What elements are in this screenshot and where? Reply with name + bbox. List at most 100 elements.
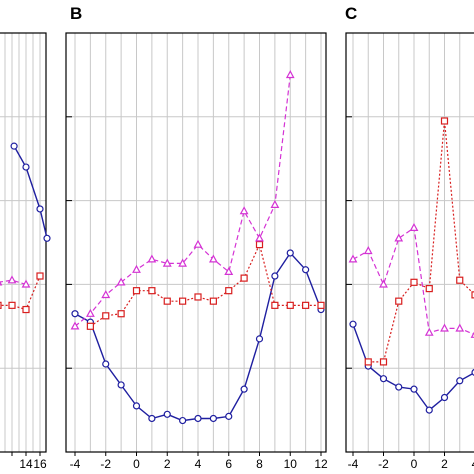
c-blue-point <box>440 393 449 402</box>
b-x-tick-label: 2 <box>164 457 171 471</box>
c-magenta-point <box>409 222 419 231</box>
b-red-point <box>86 322 94 330</box>
b-red-point <box>255 240 264 249</box>
b-red-point <box>271 301 279 309</box>
panel-b-plot: -4 -2 0 2 4 6 8 10 12 <box>65 32 328 471</box>
c-red-point <box>364 358 372 366</box>
b-blue-point <box>302 266 310 274</box>
c-blue-point <box>456 377 464 385</box>
b-magenta-point <box>208 254 218 263</box>
b-blue-point <box>225 412 233 420</box>
b-axes-frame <box>65 32 327 453</box>
c-series-magenta-line <box>352 226 474 335</box>
b-magenta-point <box>178 258 188 267</box>
a-red-point <box>0 301 2 309</box>
b-blue-point <box>117 381 125 389</box>
a-magenta-point <box>0 281 3 286</box>
c-red-point <box>456 276 464 284</box>
c-blue-point <box>425 406 433 414</box>
c-series-red-line <box>368 120 474 363</box>
b-red-point <box>302 301 310 309</box>
b-magenta-point <box>193 239 203 248</box>
b-blue-point <box>179 416 187 425</box>
c-axes-frame <box>345 32 474 453</box>
c-x-tick-label: 0 <box>411 457 418 471</box>
c-x-tick-label: 4 <box>472 457 474 471</box>
a-red-point <box>36 272 44 280</box>
b-magenta-point <box>85 308 95 317</box>
a-blue-point <box>22 163 30 171</box>
b-magenta-point <box>285 70 295 79</box>
b-x-tick-label: 4 <box>195 457 202 471</box>
a-magenta-point <box>7 275 17 284</box>
c-magenta-point <box>394 233 404 242</box>
b-red-point <box>286 301 294 309</box>
b-red-point <box>194 293 202 301</box>
c-series-blue-line <box>352 323 474 412</box>
c-red-point <box>425 284 433 293</box>
b-red-point <box>132 287 141 295</box>
b-magenta-point <box>116 277 126 286</box>
b-magenta-point <box>162 258 172 267</box>
b-magenta-point <box>147 254 157 263</box>
b-red-point <box>117 310 125 318</box>
b-magenta-point <box>239 206 249 215</box>
b-red-point <box>209 297 217 305</box>
a-series-blue-line <box>13 145 48 239</box>
b-red-point <box>163 297 171 305</box>
b-blue-point <box>271 272 279 280</box>
c-magenta-point <box>440 323 449 332</box>
b-x-tick-label: 0 <box>133 457 140 471</box>
c-red-point <box>410 278 418 286</box>
c-magenta-point <box>455 323 465 332</box>
a-red-point <box>8 301 16 309</box>
c-x-tick-label: -2 <box>378 457 389 471</box>
b-series-red-line <box>90 242 321 327</box>
a-series-magenta-line <box>0 279 27 285</box>
b-magenta-point <box>270 199 280 208</box>
a-magenta-point <box>21 279 31 288</box>
a-x-tick-label: 14 <box>19 457 33 471</box>
b-blue-point <box>255 335 264 343</box>
c-blue-point <box>395 383 403 391</box>
b-magenta-point <box>132 264 141 273</box>
b-blue-point <box>286 249 294 257</box>
b-blue-point <box>194 414 202 423</box>
b-blue-point <box>132 402 141 410</box>
c-red-point <box>471 291 474 299</box>
b-x-tick-label: 8 <box>256 457 263 471</box>
b-blue-point <box>240 385 248 393</box>
b-blue-point <box>102 360 110 368</box>
b-magenta-point <box>70 321 80 330</box>
c-blue-point <box>410 385 418 393</box>
a-series-red-line <box>0 275 41 311</box>
b-x-tick-label: 10 <box>284 457 298 471</box>
b-red-point <box>225 287 233 295</box>
c-x-tick-label: 2 <box>441 457 448 471</box>
b-magenta-point <box>255 233 264 242</box>
a-blue-point <box>10 142 18 150</box>
b-blue-point <box>163 410 171 418</box>
b-x-tick-label: 6 <box>225 457 232 471</box>
b-x-tick-label: -2 <box>100 457 111 471</box>
c-magenta-point <box>348 254 358 263</box>
b-x-tick-label: 12 <box>314 457 328 471</box>
b-magenta-point <box>101 290 111 299</box>
c-red-point <box>395 297 403 305</box>
panel-c-label: C <box>345 4 357 23</box>
c-magenta-point <box>363 246 373 255</box>
a-axes-frame <box>0 32 47 453</box>
a-red-point <box>22 305 30 314</box>
b-red-point <box>317 301 325 309</box>
c-magenta-point <box>424 327 434 336</box>
c-blue-point <box>349 320 357 328</box>
a-x-tick-label: 16 <box>33 457 47 471</box>
b-red-point <box>179 297 187 305</box>
b-red-point <box>148 287 156 295</box>
b-x-tick-label: -4 <box>70 457 81 471</box>
c-x-tick-label: -4 <box>348 457 359 471</box>
b-series-magenta-line <box>74 74 291 327</box>
panel-a-plot: 14 16 <box>0 32 51 471</box>
b-blue-point <box>71 310 79 318</box>
